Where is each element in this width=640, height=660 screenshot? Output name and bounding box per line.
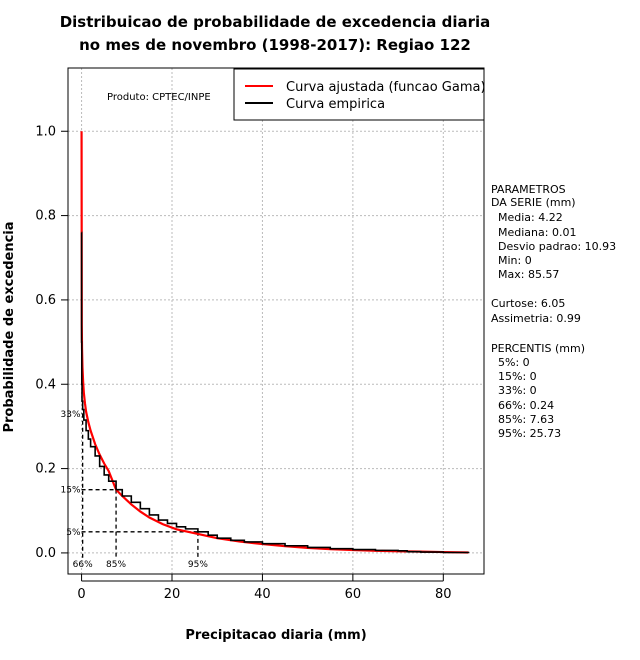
legend-label-fitted: Curva ajustada (funcao Gama)	[286, 80, 486, 95]
x-axis: 0 20 40 60 80	[77, 574, 452, 602]
chart-title-line-2: no mes de novembro (1998-2017): Regiao 1…	[79, 36, 471, 54]
stat-max: Max: 85.57	[498, 268, 559, 281]
percentile-y-label: 33%	[61, 410, 81, 420]
x-tick-label: 0	[77, 587, 85, 602]
x-tick-label: 80	[435, 587, 452, 602]
legend: Curva ajustada (funcao Gama) Curva empir…	[233, 68, 486, 121]
y-tick-label: 0.2	[35, 462, 56, 477]
legend-box	[233, 68, 485, 121]
series-empirical	[80, 231, 470, 554]
legend-label-empirical: Curva empirica	[286, 97, 385, 112]
stat-kurtosis: Curtose: 6.05	[491, 297, 565, 310]
y-tick-label: 0.6	[35, 293, 56, 308]
percentile-x-label: 85%	[106, 560, 126, 570]
plot-frame	[67, 67, 485, 575]
y-tick-label: 0.8	[35, 209, 56, 224]
percentile-85: 85%: 7.63	[498, 413, 554, 426]
percentile-y-label: 15%	[61, 486, 81, 496]
params-heading-1: PARAMETROS	[491, 183, 566, 196]
percentile-66: 66%: 0.24	[498, 399, 554, 412]
percentile-x-label: 66%	[73, 560, 93, 570]
percentile-x-label: 95%	[188, 560, 208, 570]
y-axis: 0.0 0.2 0.4 0.6 0.8 1.0	[35, 124, 68, 561]
grid-lines	[68, 68, 484, 574]
x-axis-label: Precipitacao diaria (mm)	[185, 628, 366, 643]
stat-mean: Media: 4.22	[498, 211, 563, 224]
chart-title-line-1: Distribuicao de probabilidade de exceden…	[60, 13, 491, 31]
params-heading-2: DA SERIE (mm)	[491, 196, 576, 209]
y-tick-label: 0.4	[35, 377, 56, 392]
percentis-heading: PERCENTIS (mm)	[491, 342, 585, 355]
percentile-y-label: 5%	[66, 528, 81, 538]
y-tick-label: 1.0	[35, 124, 56, 139]
y-axis-label: Probabilidade de excedencia	[2, 221, 17, 432]
stat-median: Mediana: 0.01	[498, 226, 576, 239]
product-note: Produto: CPTEC/INPE	[107, 92, 211, 103]
x-tick-label: 40	[254, 587, 271, 602]
series-layer	[80, 131, 470, 554]
stat-skewness: Assimetria: 0.99	[491, 312, 581, 325]
stats-panel: PARAMETROS DA SERIE (mm) Media: 4.22 Med…	[491, 183, 616, 440]
percentile-15: 15%: 0	[498, 370, 537, 383]
percentile-guides: 66% 33% 85% 15% 95% 5%	[61, 410, 209, 570]
stat-min: Min: 0	[498, 254, 532, 267]
x-tick-label: 60	[345, 587, 362, 602]
stat-stddev: Desvio padrao: 10.93	[498, 240, 616, 253]
percentile-5: 5%: 0	[498, 356, 530, 369]
percentile-95: 95%: 25.73	[498, 427, 561, 440]
x-tick-label: 20	[164, 587, 181, 602]
series-fitted-gamma	[80, 131, 469, 554]
y-tick-label: 0.0	[35, 546, 56, 561]
percentile-33: 33%: 0	[498, 384, 537, 397]
